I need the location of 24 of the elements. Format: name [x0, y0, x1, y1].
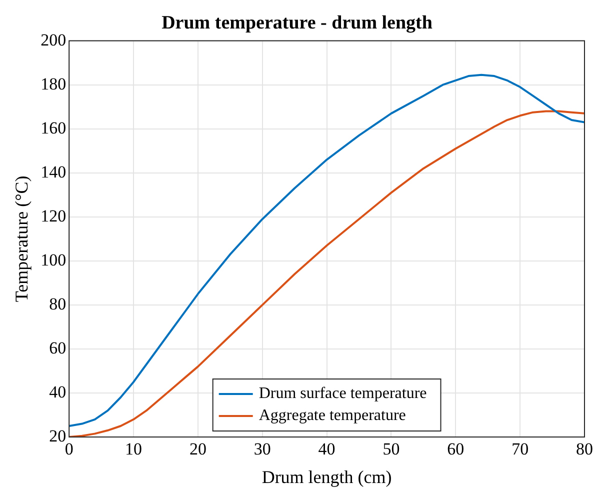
x-tick-label: 50 [382, 440, 400, 459]
y-tick-label: 80 [49, 294, 66, 314]
y-tick-label: 100 [40, 250, 66, 270]
y-tick-label: 60 [49, 338, 66, 358]
y-tick-label: 40 [49, 382, 66, 402]
x-tick-label: 80 [576, 440, 593, 459]
y-tick-label: 20 [49, 426, 66, 446]
x-tick-label: 0 [64, 440, 74, 459]
y-tick-label: 140 [40, 162, 66, 182]
x-tick-label: 40 [318, 440, 336, 459]
x-tick-label: 60 [447, 440, 464, 459]
x-axis-title: Drum length (cm) [262, 466, 392, 487]
legend-label: Drum surface temperature [258, 385, 427, 402]
y-tick-label: 180 [40, 74, 66, 94]
chart-title: Drum temperature - drum length [162, 12, 433, 34]
y-tick-label: 200 [40, 30, 66, 50]
y-axis-title: Temperature (°C) [12, 176, 32, 302]
x-tick-label: 20 [189, 440, 206, 459]
y-tick-label: 160 [40, 118, 66, 138]
x-tick-label: 30 [254, 440, 271, 459]
x-tick-label: 10 [125, 440, 142, 459]
y-tick-label: 120 [40, 206, 66, 226]
x-tick-label: 70 [512, 440, 529, 459]
legend-label: Aggregate temperature [258, 407, 406, 424]
